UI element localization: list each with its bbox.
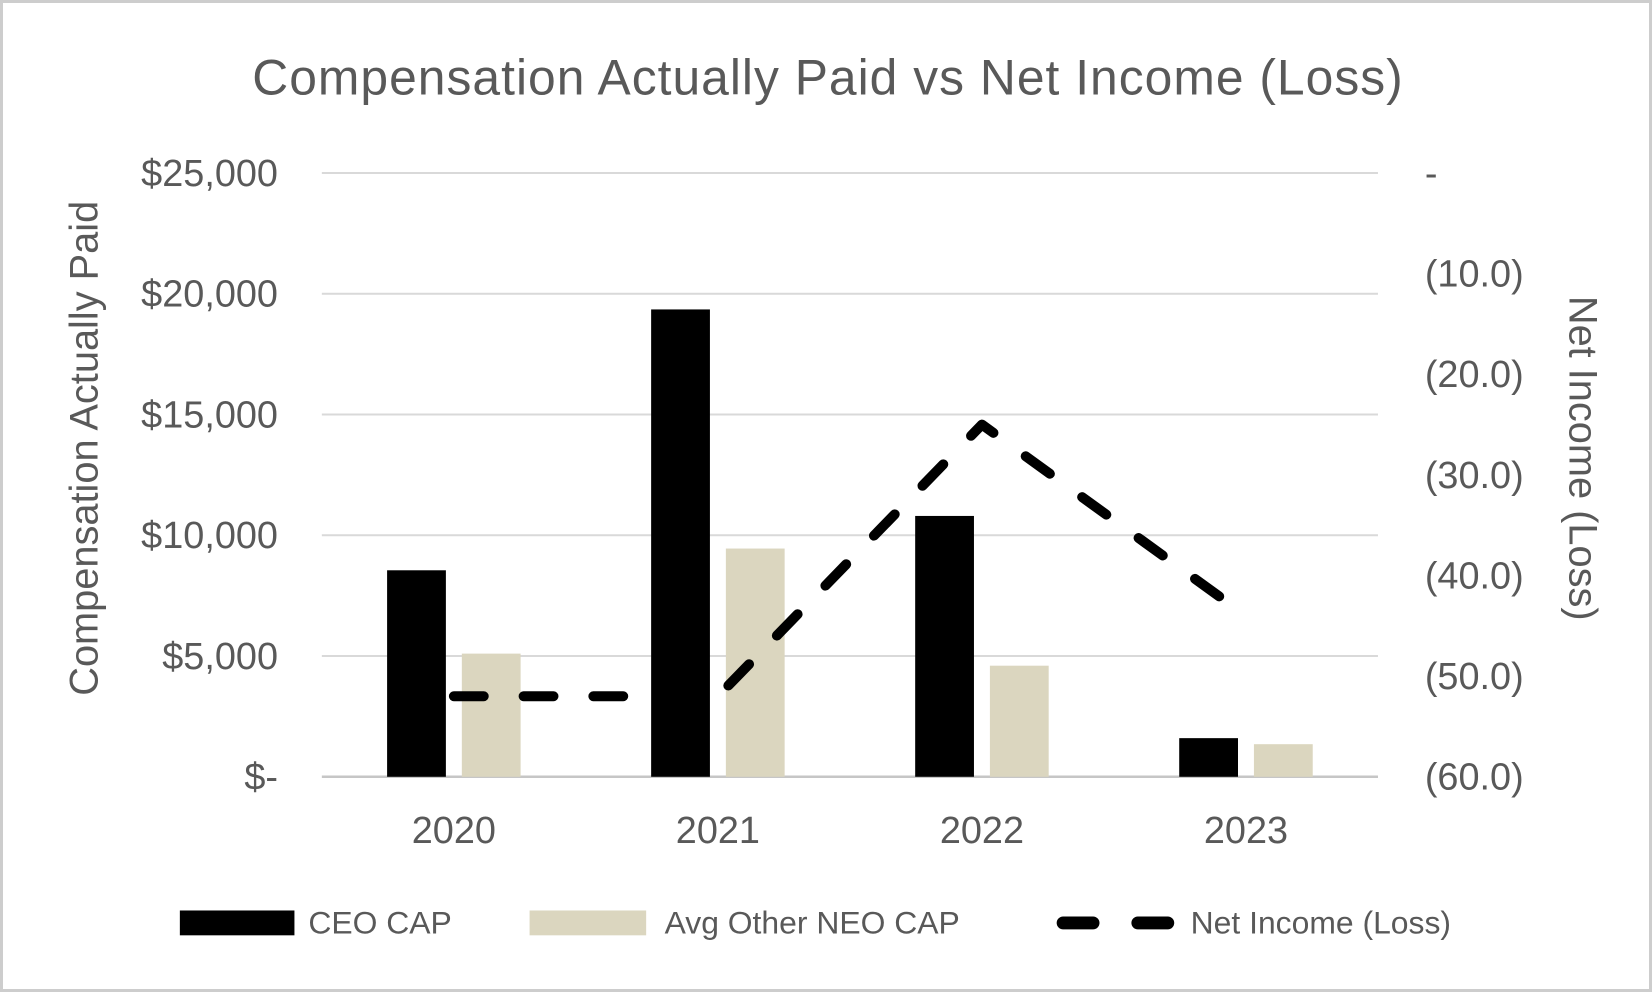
legend-swatch-ceo-cap [179, 910, 295, 936]
x-axis-label-2023: 2023 [1204, 810, 1288, 852]
bar-ceo-cap-2020 [387, 570, 446, 777]
bars-group [387, 309, 1313, 777]
right-axis-tick-label: (10.0) [1425, 254, 1524, 296]
bar-avg-other-neo-cap-2021 [725, 548, 785, 777]
legend-label-avg-other-neo-cap: Avg Other NEO CAP [665, 904, 960, 940]
bar-ceo-cap-2022 [915, 515, 974, 777]
legend-swatch-avg-other-neo-cap [529, 910, 647, 936]
right-axis-title: Net Income (Loss) [1560, 296, 1604, 621]
right-axis-tick-label: (60.0) [1425, 757, 1524, 799]
bar-avg-other-neo-cap-2022 [989, 665, 1049, 777]
right-axis-tick-label: (20.0) [1425, 354, 1524, 396]
legend-label-net-income-loss-: Net Income (Loss) [1191, 904, 1451, 940]
x-axis-label-2022: 2022 [940, 810, 1024, 852]
legend-label-ceo-cap: CEO CAP [308, 904, 451, 940]
left-axis-tick-label: $25,000 [141, 153, 278, 195]
right-axis-tick-label: (30.0) [1425, 455, 1524, 497]
right-axis-tick-label: (40.0) [1425, 555, 1524, 597]
bar-ceo-cap-2021 [651, 309, 710, 777]
legend-group: CEO CAP Avg Other NEO CAP Net Income (Loss… [179, 904, 1451, 940]
bar-ceo-cap-2023 [1179, 738, 1238, 777]
left-axis-tick-label: $- [244, 757, 278, 799]
left-axis-title: Compensation Actually Paid [63, 201, 107, 696]
right-axis-tick-label: (50.0) [1425, 656, 1524, 698]
left-axis-tick-label: $15,000 [141, 394, 278, 436]
x-axis-label-2020: 2020 [412, 810, 496, 852]
left-axis-tick-label: $10,000 [141, 515, 278, 557]
chart-canvas: $- $5,000 $10,000 $15,000 $20,000 $25,000 (60… [63, 49, 1605, 940]
x-axis-label-2021: 2021 [676, 810, 760, 852]
left-axis-tick-label: $5,000 [162, 636, 278, 678]
left-axis-ticks-group: $- $5,000 $10,000 $15,000 $20,000 $25,000 [141, 153, 278, 799]
bar-avg-other-neo-cap-2020 [461, 653, 521, 777]
x-axis-labels-group: 2020 2021 2022 2023 [412, 810, 1288, 852]
right-axis-tick-label: - [1425, 153, 1438, 195]
bar-avg-other-neo-cap-2023 [1253, 744, 1313, 777]
left-axis-tick-label: $20,000 [141, 274, 278, 316]
chart-title: Compensation Actually Paid vs Net Income… [252, 49, 1403, 105]
right-axis-ticks-group: (60.0) (50.0) (40.0) (30.0) (20.0) (10.0) - [1425, 153, 1524, 799]
